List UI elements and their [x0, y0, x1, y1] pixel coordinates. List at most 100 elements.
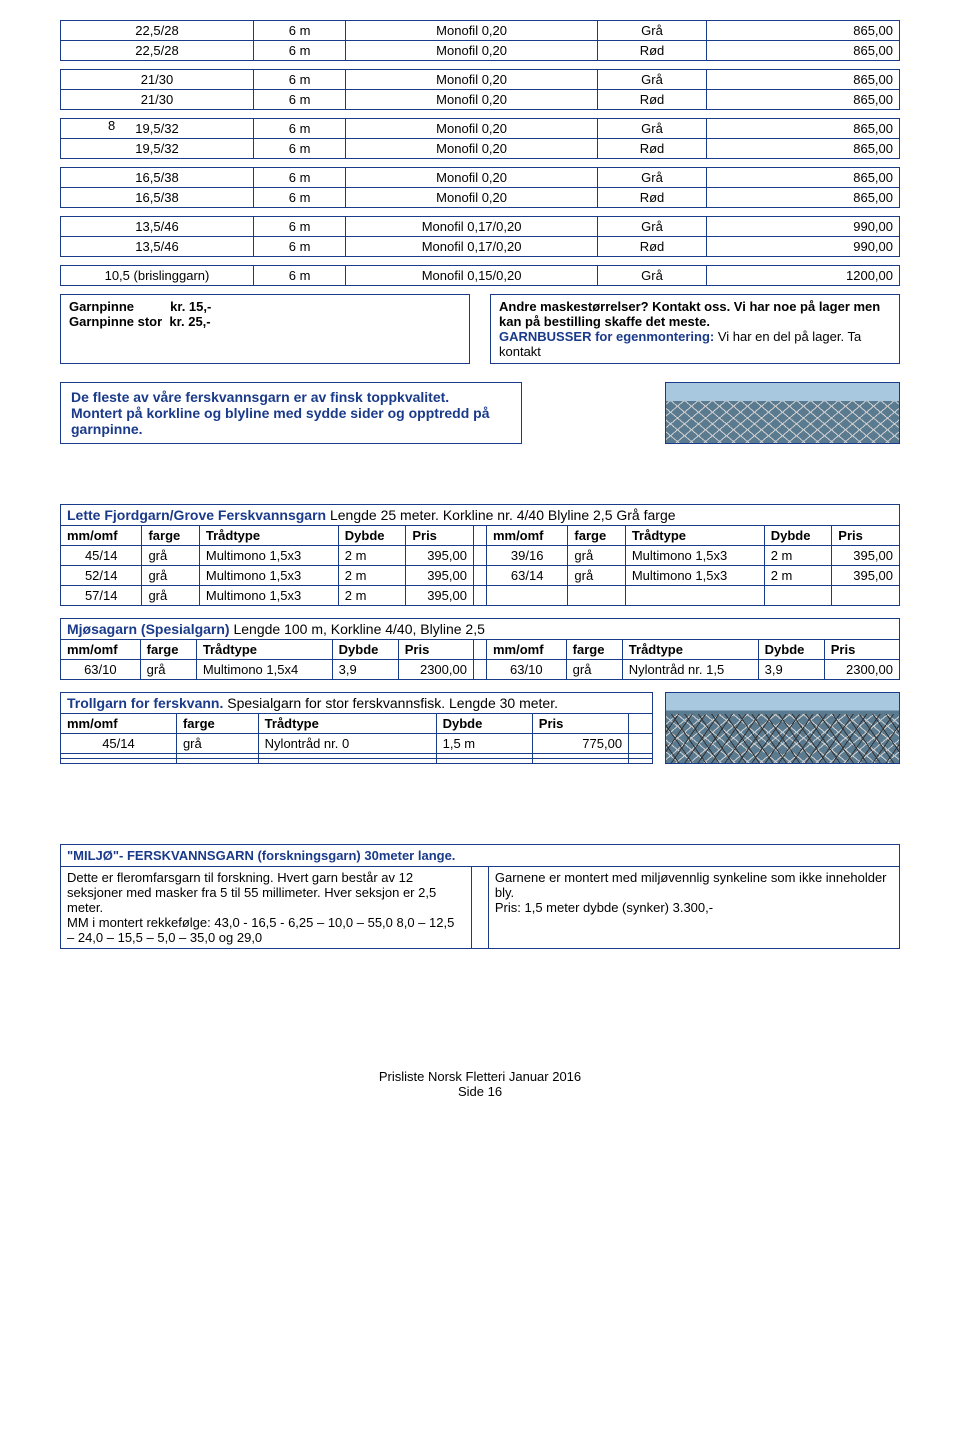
table-row: 22,5/286 mMonofil 0,20Rød865,00	[61, 41, 900, 61]
table-group-e: 13,5/466 mMonofil 0,17/0,20Grå990,0013,5…	[60, 216, 900, 257]
table-cell: 6 m	[253, 237, 345, 257]
column-header: mm/omf	[486, 640, 566, 660]
column-header: Pris	[824, 640, 899, 660]
table-cell: Rød	[597, 237, 706, 257]
table-row: 63/10gråMultimono 1,5x43,92300,0063/10gr…	[61, 660, 900, 680]
table-row: 21/306 mMonofil 0,20Rød865,00	[61, 90, 900, 110]
table-row: 22,5/286 mMonofil 0,20Grå865,00	[61, 21, 900, 41]
table-cell: Rød	[597, 139, 706, 159]
table-cell	[568, 586, 625, 606]
column-header: Dybde	[758, 640, 824, 660]
table-cell: Grå	[597, 266, 706, 286]
table-cell: 865,00	[707, 21, 900, 41]
table-cell: 6 m	[253, 217, 345, 237]
pin-label-2: Garnpinne stor	[69, 314, 162, 329]
table-group-d: 16,5/386 mMonofil 0,20Grå865,0016,5/386 …	[60, 167, 900, 208]
column-header: Trådtype	[625, 526, 764, 546]
table-cell: 45/14	[61, 546, 142, 566]
table-cell: Monofil 0,20	[346, 139, 598, 159]
table-cell	[258, 759, 436, 764]
table-cell: 395,00	[406, 586, 474, 606]
table-cell: 19,5/32	[61, 139, 254, 159]
table-cell: 865,00	[707, 119, 900, 139]
table-cell: 2 m	[764, 566, 832, 586]
table-cell	[61, 759, 177, 764]
column-header: Trådtype	[196, 640, 332, 660]
table-cell: Nylontråd nr. 0	[258, 734, 436, 754]
table-cell	[436, 759, 532, 764]
table-cell: 6 m	[253, 70, 345, 90]
table-row: 13,5/466 mMonofil 0,17/0,20Rød990,00	[61, 237, 900, 257]
table-cell: 1,5 m	[436, 734, 532, 754]
table-cell: 16,5/38	[61, 188, 254, 208]
table-cell: Monofil 0,20	[346, 188, 598, 208]
column-header: Dybde	[338, 526, 406, 546]
table-cell: Multimono 1,5x4	[196, 660, 332, 680]
table-cell: grå	[140, 660, 196, 680]
column-header: Dybde	[436, 714, 532, 734]
table-group-b: 21/306 mMonofil 0,20Grå865,0021/306 mMon…	[60, 69, 900, 110]
lette-table: Lette Fjordgarn/Grove Ferskvannsgarn Len…	[60, 504, 900, 606]
table-cell: 22,5/28	[61, 41, 254, 61]
table-cell: Multimono 1,5x3	[625, 566, 764, 586]
table-cell: 2 m	[338, 566, 406, 586]
note-link: GARNBUSSER for egenmontering:	[499, 329, 714, 344]
table-cell: Monofil 0,20	[346, 90, 598, 110]
footer-line-2: Side 16	[60, 1084, 900, 1099]
miljo-table: "MILJØ"- FERSKVANNSGARN (forskningsgarn)…	[60, 844, 900, 949]
table-row	[61, 759, 653, 764]
table-cell: 6 m	[253, 139, 345, 159]
table-cell: 45/14	[61, 734, 177, 754]
column-header: Trådtype	[199, 526, 338, 546]
garnpinne-box: Garnpinne kr. 15,- Garnpinne stor kr. 25…	[60, 294, 470, 364]
miljo-right: Garnene er montert med miljøvennlig synk…	[488, 867, 899, 949]
net-image-1	[665, 382, 900, 444]
column-header: farge	[176, 714, 258, 734]
table-cell: grå	[566, 660, 622, 680]
table-cell: 19,5/32	[61, 119, 254, 139]
table-cell: 2 m	[338, 586, 406, 606]
table-cell: 990,00	[707, 217, 900, 237]
mjosa-table: Mjøsagarn (Spesialgarn) Lengde 100 m, Ko…	[60, 618, 900, 680]
lette-title-1: Lette Fjordgarn/Grove Ferskvannsgarn	[67, 507, 330, 523]
table-cell: 395,00	[832, 566, 900, 586]
miljo-left: Dette er fleromfarsgarn til forskning. H…	[61, 867, 472, 949]
column-header: farge	[566, 640, 622, 660]
table-cell: Rød	[597, 41, 706, 61]
info-text-box: De fleste av våre ferskvannsgarn er av f…	[60, 382, 522, 444]
table-row: 16,5/386 mMonofil 0,20Rød865,00	[61, 188, 900, 208]
column-header: farge	[568, 526, 625, 546]
troll-title-1: Trollgarn for ferskvann.	[67, 695, 223, 711]
table-row: 19,5/326 mMonofil 0,20Grå865,00	[61, 119, 900, 139]
mjosa-title-2: Lengde 100 m, Korkline 4/40, Blyline 2,5	[233, 621, 484, 637]
table-cell: Monofil 0,20	[346, 168, 598, 188]
table-cell: 775,00	[532, 734, 628, 754]
column-header: mm/omf	[486, 526, 567, 546]
table-cell: 13,5/46	[61, 217, 254, 237]
table-cell: Grå	[597, 217, 706, 237]
info-line-2: Montert på korkline og blyline med sydde…	[71, 405, 511, 437]
table-row: 13,5/466 mMonofil 0,17/0,20Grå990,00	[61, 217, 900, 237]
table-cell: Multimono 1,5x3	[625, 546, 764, 566]
table-row: 21/306 mMonofil 0,20Grå865,00	[61, 70, 900, 90]
table-cell	[486, 586, 567, 606]
lette-title-2: Lengde 25 meter. Korkline nr. 4/40 Blyli…	[330, 507, 676, 523]
table-cell: 395,00	[832, 546, 900, 566]
table-cell: 2300,00	[824, 660, 899, 680]
table-cell: 3,9	[758, 660, 824, 680]
table-cell: Multimono 1,5x3	[199, 586, 338, 606]
note-box: Andre maskestørrelser? Kontakt oss. Vi h…	[490, 294, 900, 364]
table-cell: 395,00	[406, 546, 474, 566]
table-cell: 865,00	[707, 139, 900, 159]
table-cell: 22,5/28	[61, 21, 254, 41]
table-cell: 16,5/38	[61, 168, 254, 188]
table-cell: 13,5/46	[61, 237, 254, 257]
pin-price-1: kr. 15,-	[170, 299, 211, 314]
column-header: mm/omf	[61, 714, 177, 734]
page-footer: Prisliste Norsk Fletteri Januar 2016 Sid…	[60, 1069, 900, 1099]
table-cell	[832, 586, 900, 606]
pin-price-2: kr. 25,-	[169, 314, 210, 329]
table-cell: grå	[568, 566, 625, 586]
info-line-1: De fleste av våre ferskvannsgarn er av f…	[71, 389, 511, 405]
table-cell: 21/30	[61, 90, 254, 110]
